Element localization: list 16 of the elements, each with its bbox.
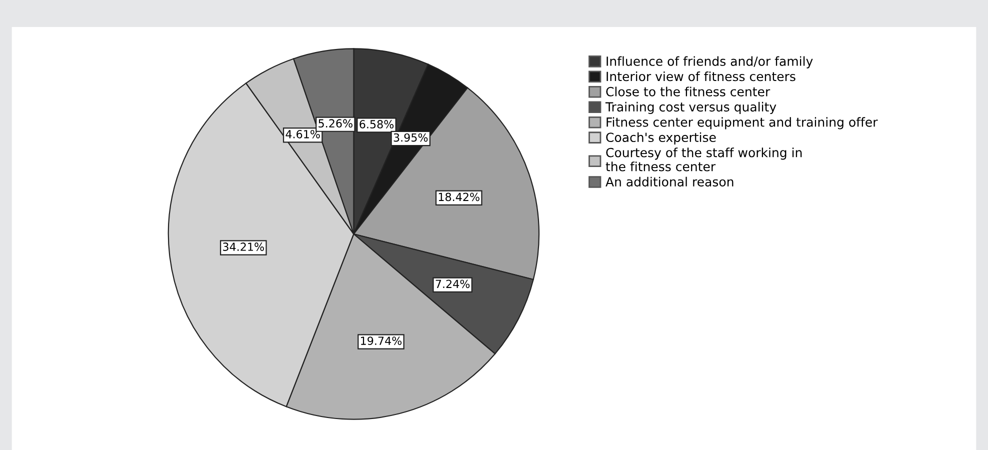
data-label: 6.58% <box>360 120 394 128</box>
legend-label: Coach's expertise <box>606 132 716 144</box>
data-label: 3.95% <box>394 133 428 142</box>
data-label: 7.24% <box>436 280 470 288</box>
data-label: 34.21% <box>223 242 264 251</box>
legend-label: Courtesy of the staff working in the fitness center <box>606 148 802 172</box>
data-label: 18.42% <box>438 192 480 202</box>
data-label: 19.74% <box>361 336 402 346</box>
legend-label: Interior view of fitness centers <box>606 71 796 82</box>
legend-label: Fitness center equipment and training offer <box>606 117 878 130</box>
legend-label: Influence of friends and/or family <box>606 56 813 68</box>
legend-label: Close to the fitness center <box>606 86 770 96</box>
data-label: 5.26% <box>318 119 352 128</box>
legend-label: An additional reason <box>606 176 734 186</box>
legend-label: Training cost versus quality <box>605 102 776 114</box>
data-label: 4.61% <box>286 130 320 138</box>
